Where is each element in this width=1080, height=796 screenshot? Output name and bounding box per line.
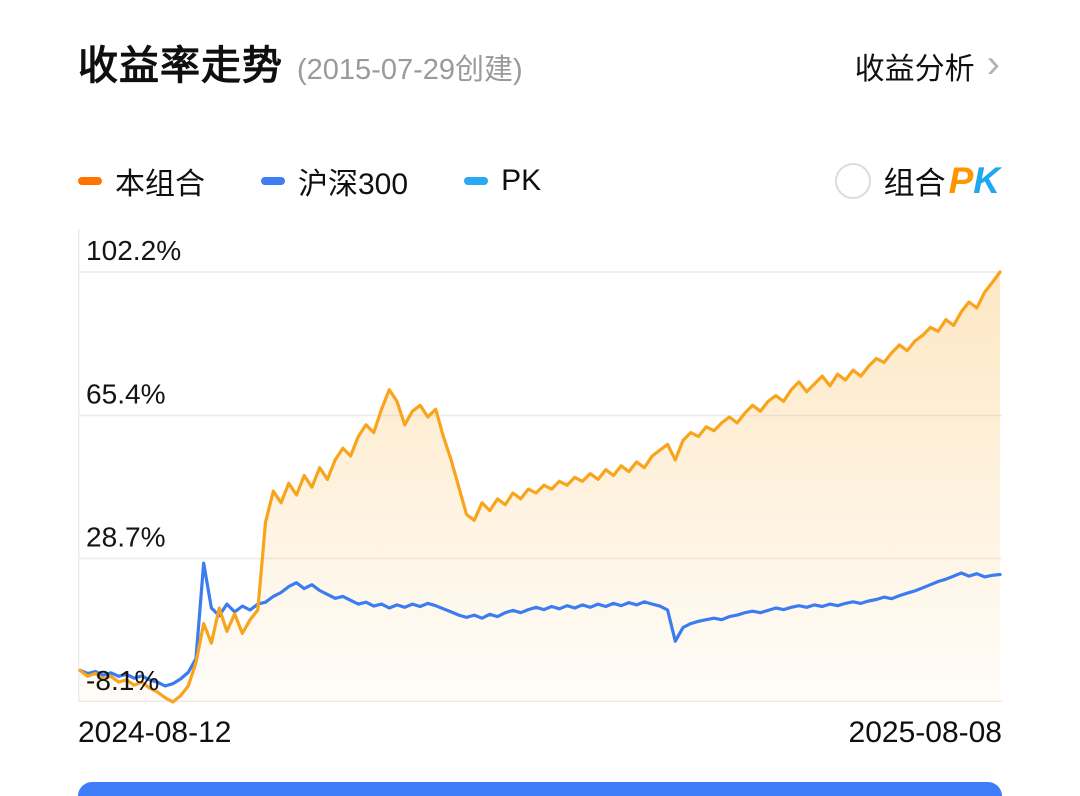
- hs300-dash-icon: [261, 176, 285, 185]
- return-chart[interactable]: 102.2% 65.4% 28.7% -8.1%: [78, 229, 1002, 704]
- analysis-link-label: 收益分析: [854, 53, 975, 86]
- pk-logo-p: P: [948, 159, 974, 201]
- legend-label-hs300: 沪深300: [298, 167, 409, 201]
- header: 收益率走势 (2015-07-29创建) 收益分析 ›: [0, 0, 1080, 92]
- page-title: 收益率走势: [78, 44, 283, 88]
- svg-text:102.2%: 102.2%: [86, 235, 181, 266]
- legend-row: 本组合 沪深300 PK 组合 PK: [0, 158, 1080, 203]
- svg-text:-8.1%: -8.1%: [86, 665, 159, 696]
- pk-radio[interactable]: [834, 162, 871, 199]
- pk-toggle-label: 组合: [883, 166, 946, 201]
- pk-dash-icon: [464, 176, 489, 185]
- chevron-right-icon: ›: [986, 42, 1000, 86]
- legend-item-portfolio: 本组合: [78, 159, 205, 203]
- x-axis-end-date: 2025-08-08: [848, 716, 1002, 749]
- bottom-action-button[interactable]: [78, 782, 1002, 796]
- pk-logo: PK: [949, 160, 1000, 202]
- portfolio-dash-icon: [78, 176, 102, 185]
- created-date: (2015-07-29创建): [297, 54, 523, 86]
- legend-item-pk: PK: [464, 164, 541, 198]
- pk-logo-k: K: [973, 159, 1000, 201]
- legend-label-portfolio: 本组合: [115, 167, 205, 201]
- svg-text:65.4%: 65.4%: [86, 379, 166, 410]
- legend-item-hs300: 沪深300: [261, 159, 408, 203]
- analysis-link[interactable]: 收益分析 ›: [855, 44, 1000, 88]
- svg-text:28.7%: 28.7%: [86, 522, 166, 553]
- x-axis-start-date: 2024-08-12: [78, 716, 232, 749]
- return-chart-svg[interactable]: 102.2% 65.4% 28.7% -8.1%: [78, 229, 1002, 704]
- pk-toggle[interactable]: 组合 PK: [834, 158, 1000, 203]
- legend-label-pk: PK: [501, 163, 542, 197]
- x-axis-labels: 2024-08-12 2025-08-08: [78, 716, 1002, 750]
